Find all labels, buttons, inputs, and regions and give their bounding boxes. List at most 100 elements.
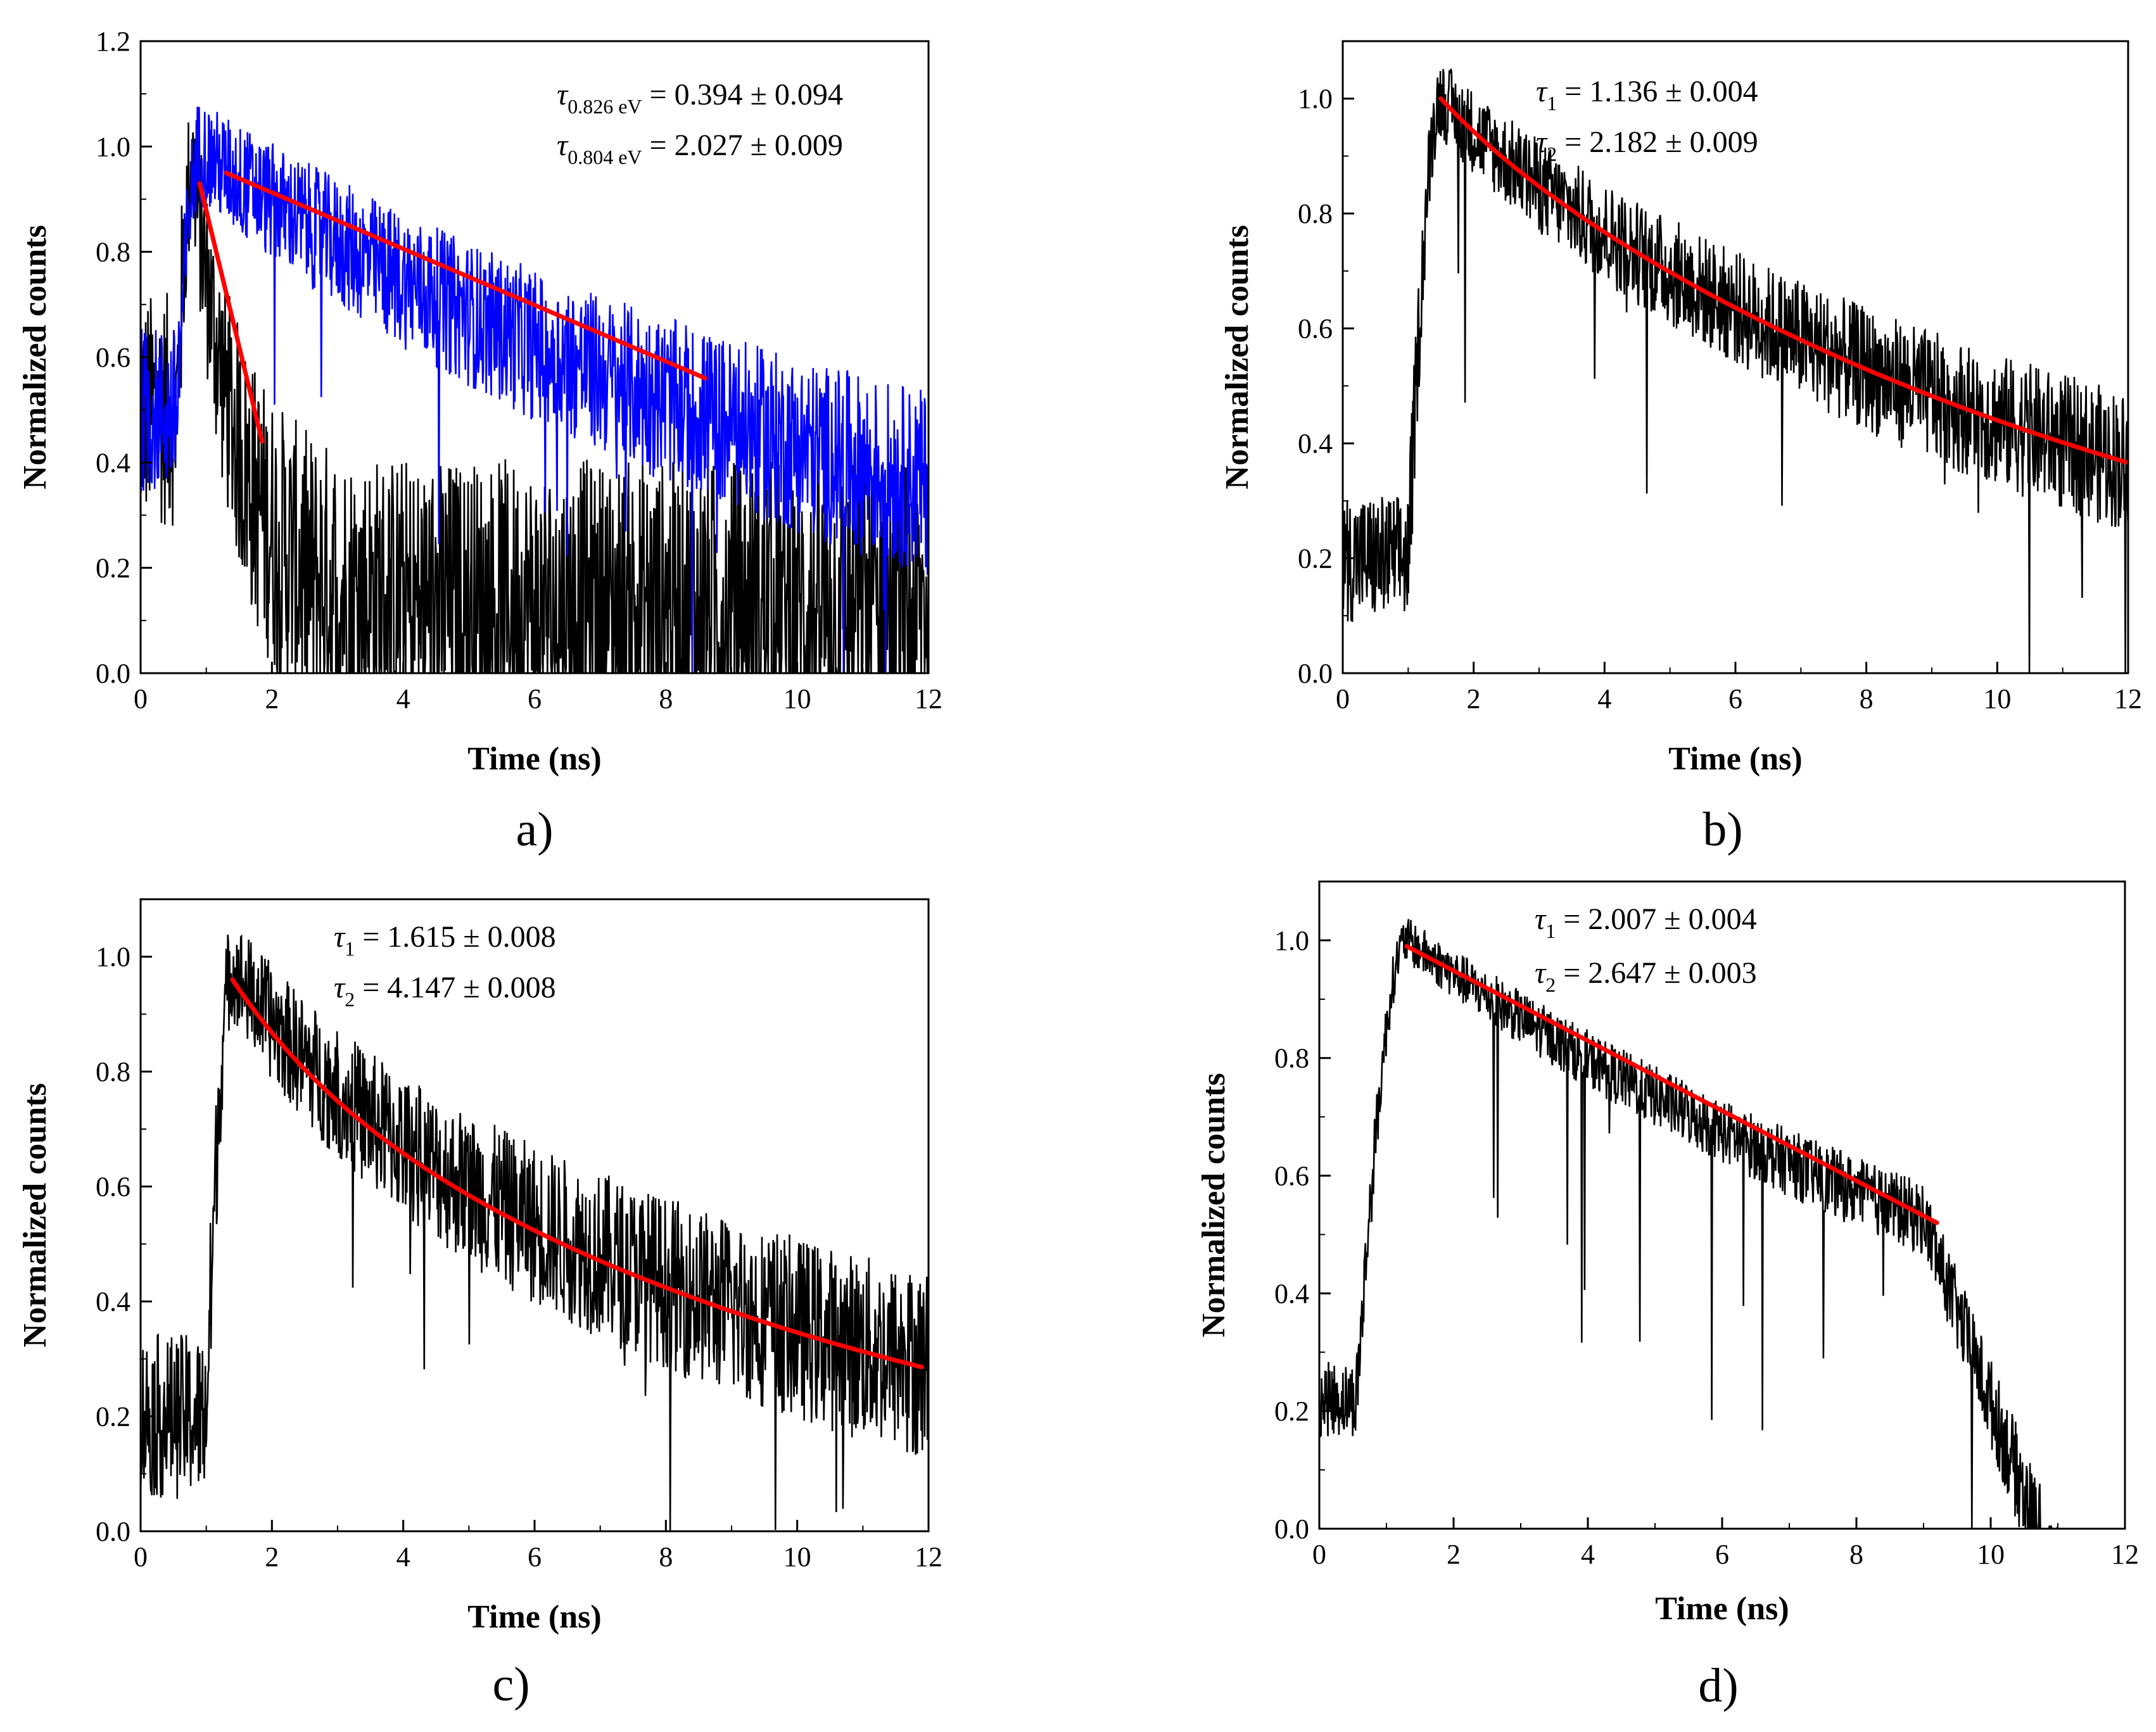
panel-c-xtick-label: 10 (783, 1541, 811, 1572)
panel-c-ytick-label: 0.0 (96, 1516, 130, 1547)
panel-a-series-2 (141, 106, 929, 673)
panel-a-annotation-1: τ0.826 eV = 0.394 ± 0.094 (557, 78, 843, 118)
panel-c-ytick-label: 0.2 (96, 1401, 130, 1432)
panel-b-xtick-label: 12 (2114, 683, 2142, 714)
panel-d-ytick-label: 1.0 (1274, 925, 1309, 956)
panel-b-xtick-label: 10 (1983, 683, 2011, 714)
panel-c-tau-sub-2: 2 (345, 988, 355, 1011)
panel-d-tau-value-1: = 2.007 ± 0.004 (1556, 902, 1756, 936)
panel-b-annotation-2: τ2 = 2.182 ± 0.009 (1536, 125, 1758, 165)
panel-d-xlabel: Time (ns) (1655, 1591, 1789, 1627)
panel-b-tau-sub-2: 2 (1547, 142, 1557, 165)
panel-a-ytick-label: 1.0 (96, 131, 130, 162)
panel-b-ytick-label: 0.4 (1298, 428, 1333, 459)
panel-b: 0 2 4 6 8 10 120.00.20.40.60.81.0 Time (ns) No… (1219, 40, 2142, 856)
panel-d-ytick-label: 0.8 (1274, 1043, 1309, 1074)
panel-b-tau-value-2: = 2.182 ± 0.009 (1557, 125, 1758, 159)
panel-c-xlabel: Time (ns) (467, 1599, 601, 1635)
panel-d-tau-sub-1: 1 (1545, 920, 1556, 942)
panel-d-xtick-label: 10 (1977, 1539, 2005, 1570)
panel-d-tau-symbol-1: τ (1535, 902, 1547, 936)
panel-b-ytick-label: 0.6 (1298, 313, 1333, 345)
panel-d-ytick-label: 0.6 (1274, 1161, 1309, 1192)
panel-a-ytick-label: 1.2 (96, 26, 130, 57)
panel-d-tau-value-2: = 2.647 ± 0.003 (1556, 956, 1756, 990)
panel-a-series-1 (141, 122, 929, 673)
panel-d-tau-symbol-2: τ (1535, 956, 1547, 990)
panel-a-ticks: 0 2 4 6 8 10 12 0.0 0.2 0.4 0.6 0.8 1.0 1.2 (96, 26, 942, 714)
panel-b-ticks: 0 2 4 6 8 10 120.00.20.40.60.81.0 (1298, 84, 2142, 714)
panel-d-xtick-label: 12 (2111, 1539, 2139, 1570)
panel-a-ytick-label: 0.0 (96, 658, 130, 689)
panel-b-ytick-label: 1.0 (1298, 84, 1333, 115)
panel-b-ytick-label: 0.2 (1298, 543, 1333, 574)
panel-d-series-1 (1319, 919, 2125, 1529)
panel-b-series-1 (1343, 68, 2128, 673)
panel-b-tau-symbol-2: τ (1536, 125, 1548, 159)
panel-d-xtick-label: 2 (1447, 1539, 1461, 1570)
panel-c: 0 2 4 6 8 10 120.00.20.40.60.81.0 Time (ns) No… (17, 898, 942, 1711)
panel-a-ytick-label: 0.6 (96, 342, 130, 373)
panel-c-xtick-label: 0 (134, 1541, 148, 1572)
panel-c-xtick-label: 2 (265, 1541, 279, 1572)
panel-a-xtick-label: 0 (134, 683, 148, 714)
panel-d-fit-1 (1404, 944, 1939, 1225)
panel-b-xlabel: Time (ns) (1668, 741, 1802, 777)
panel-d-label: d) (1698, 1659, 1738, 1712)
panel-c-xtick-label: 12 (915, 1541, 942, 1572)
panel-a-ytick-label: 0.8 (96, 237, 130, 268)
panel-a-xtick-label: 4 (396, 683, 410, 714)
panel-b-ytick-label: 0.0 (1298, 658, 1333, 689)
panel-a-tau-symbol-1: τ (557, 78, 569, 111)
panel-d-tau-sub-2: 2 (1545, 973, 1556, 996)
panel-b-xtick-label: 2 (1467, 683, 1481, 714)
panel-c-annotation-1: τ1 = 1.615 ± 0.008 (334, 920, 556, 960)
panel-a: 0 2 4 6 8 10 12 0.0 0.2 0.4 0.6 0.8 1.0 1.2 Time (ns)… (17, 26, 942, 856)
panel-a-xtick-label: 2 (265, 683, 279, 714)
panel-c-ticks: 0 2 4 6 8 10 12 0.0 0.2 0.4 0.6 0.8 1.0 (96, 942, 942, 1572)
panel-a-xtick-label: 6 (528, 683, 542, 714)
panel-a-fit-1 (197, 181, 265, 444)
panel-b-annotation-1: τ1 = 1.136 ± 0.004 (1536, 75, 1758, 115)
panel-c-fit-1 (230, 977, 925, 1370)
panel-a-tau-value-1: = 0.394 ± 0.094 (642, 78, 843, 111)
panel-a-annotation-2: τ0.804 eV = 2.027 ± 0.009 (557, 129, 843, 168)
panel-a-tau-sub-1: 0.826 eV (568, 95, 642, 118)
panel-c-ytick-label: 0.6 (96, 1172, 130, 1203)
panel-b-xtick-label: 4 (1597, 683, 1611, 714)
panel-a-tau-symbol-2: τ (557, 129, 569, 162)
panel-a-plot-area (141, 106, 929, 673)
panel-b-plot-area (1343, 68, 2128, 673)
panel-d-ytick-label: 0.4 (1274, 1278, 1309, 1309)
panel-a-ytick-label: 0.2 (96, 553, 130, 584)
panel-c-xtick-label: 6 (528, 1541, 542, 1572)
panel-a-xtick-label: 10 (783, 683, 811, 714)
panel-c-tau-symbol-1: τ (334, 920, 346, 954)
panel-b-ytick-label: 0.8 (1298, 198, 1333, 229)
panel-c-tau-sub-1: 1 (345, 937, 355, 960)
panel-a-tau-value-2: = 2.027 ± 0.009 (642, 129, 843, 162)
panel-c-annotation-2: τ2 = 4.147 ± 0.008 (334, 971, 556, 1011)
panel-b-ylabel: Normalized counts (1219, 225, 1255, 489)
panel-c-ytick-label: 0.4 (96, 1286, 130, 1317)
panel-d-ticks: 0 2 4 6 8 10 12 0.0 0.2 0.4 0.6 0.8 1.0 (1274, 925, 2139, 1570)
panel-c-tau-value-2: = 4.147 ± 0.008 (355, 971, 555, 1004)
panel-b-label: b) (1703, 803, 1742, 856)
panel-c-ytick-label: 0.8 (96, 1056, 130, 1087)
panel-c-xtick-label: 4 (396, 1541, 410, 1572)
panel-a-xlabel: Time (ns) (467, 741, 601, 777)
panel-a-fit-2 (224, 170, 708, 381)
panel-b-tau-value-1: = 1.136 ± 0.004 (1557, 75, 1758, 108)
panel-a-tau-sub-2: 0.804 eV (568, 146, 642, 168)
panel-c-tau-symbol-2: τ (334, 971, 346, 1004)
panel-b-tau-sub-1: 1 (1547, 92, 1557, 115)
panel-d-xtick-label: 8 (1849, 1539, 1863, 1570)
panel-c-tau-value-1: = 1.615 ± 0.008 (355, 920, 555, 954)
panel-d: 0 2 4 6 8 10 120.00.20.40.60.81.0 Time (ns) No… (1196, 880, 2139, 1712)
panel-d-xtick-label: 4 (1581, 1539, 1595, 1570)
panel-d-ylabel: Normalized counts (1196, 1073, 1232, 1337)
panel-a-ytick-label: 0.4 (96, 447, 130, 478)
panel-a-xtick-label: 12 (915, 683, 942, 714)
panel-b-xtick-label: 0 (1336, 683, 1350, 714)
